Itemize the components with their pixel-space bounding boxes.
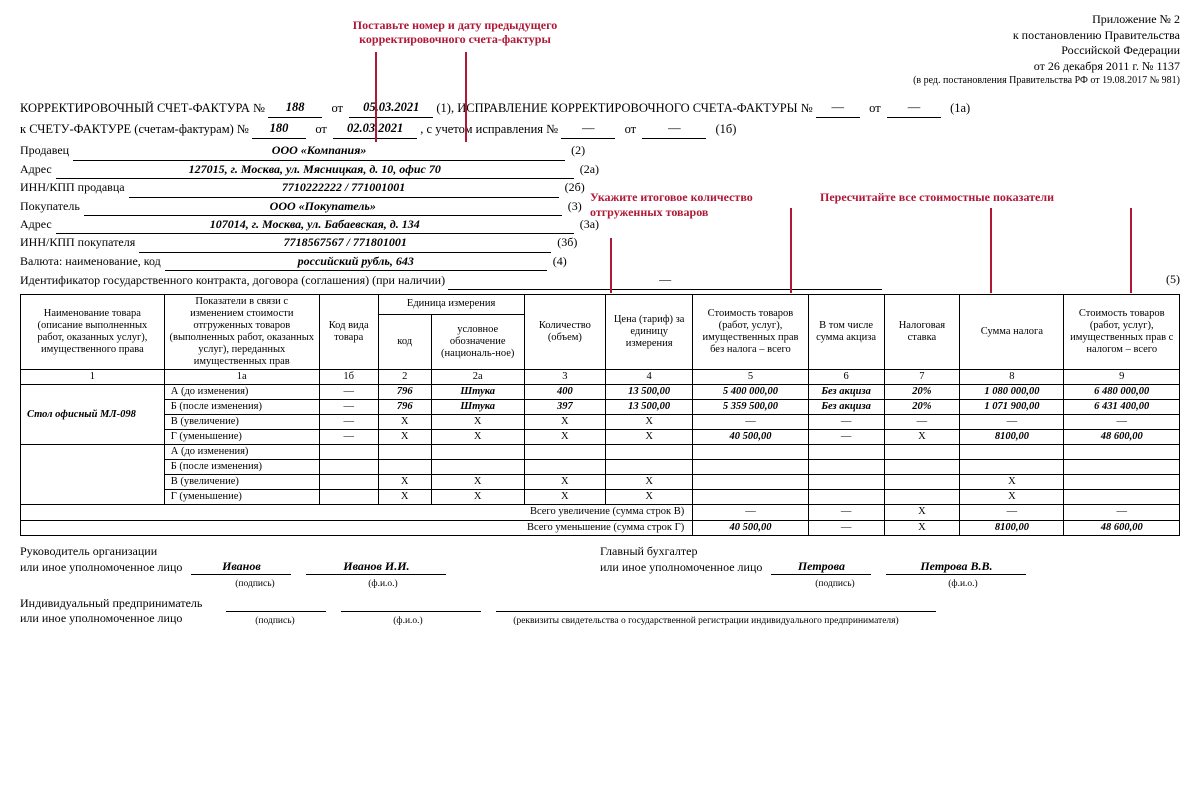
annot-vline-1 — [375, 52, 377, 142]
sig-l2b: или иное уполномоченное лицо — [600, 560, 762, 574]
main-table: Наименование товара (описание выполненны… — [20, 294, 1180, 536]
col-num: 9 — [1064, 369, 1180, 384]
sub-sign-3: (подпись) — [220, 616, 330, 626]
annot-vline-4 — [1130, 208, 1132, 293]
app-title: Приложение № 2 — [20, 12, 1180, 28]
col-num: 4 — [606, 369, 693, 384]
table-row: А (до изменения) — [21, 445, 1180, 460]
th-5: Стоимость товаров (работ, услуг), имущес… — [693, 294, 808, 369]
sub-sign-1: (подпись) — [205, 579, 305, 589]
regulation-header: Приложение № 2 к постановлению Правитель… — [20, 12, 1180, 87]
line2-blank1: — — [561, 118, 615, 139]
annotation-mid1: Укажите итоговое количество отгруженных … — [590, 190, 760, 219]
sig-l1b: или иное уполномоченное лицо — [20, 560, 182, 574]
app-sub1: к постановлению Правительства — [20, 28, 1180, 44]
th-1b: Код вида товара — [319, 294, 378, 369]
col-num: 1а — [164, 369, 319, 384]
sub-req: (реквизиты свидетельства о государственн… — [486, 616, 926, 626]
contract-code: (5) — [1166, 271, 1180, 288]
annot-vline-6 — [790, 208, 792, 293]
th-unit: Единица измерения — [378, 294, 524, 315]
suffix-1b: (1б) — [716, 122, 737, 136]
col-num: 1 — [21, 369, 165, 384]
title-b: (1), ИСПРАВЛЕНИЕ КОРРЕКТИРОВОЧНОГО СЧЕТА… — [436, 101, 812, 115]
party-block: ПродавецООО «Компания»(2)Адрес127015, г.… — [20, 142, 1180, 271]
sub-name-3: (ф.и.о.) — [333, 616, 483, 626]
annot-vline-3 — [610, 238, 612, 293]
line2-a: к СЧЕТУ-ФАКТУРЕ (счетам-фактурам) № — [20, 122, 249, 136]
annotation-top: Поставьте номер и дату предыдущего корре… — [320, 18, 590, 47]
table-total-row: Всего увеличение (сумма строк В)——X—— — [21, 505, 1180, 520]
doc-title-line-2: к СЧЕТУ-ФАКТУРЕ (счетам-фактурам) № 180 … — [20, 118, 1180, 139]
annotation-mid2: Пересчитайте все стоимостные показатели — [820, 190, 1150, 204]
sig-l3b: или иное уполномоченное лицо — [20, 611, 220, 626]
th-4: Цена (тариф) за единицу измерения — [606, 294, 693, 369]
line2-blank2: — — [642, 118, 706, 139]
table-row: В (увеличение)XXXXX — [21, 475, 1180, 490]
col-num: 7 — [884, 369, 960, 384]
party-row-1: Адрес127015, г. Москва, ул. Мясницкая, д… — [20, 161, 1180, 179]
th-1: Наименование товара (описание выполненны… — [21, 294, 165, 369]
title-a: КОРРЕКТИРОВОЧНЫЙ СЧЕТ-ФАКТУРА № — [20, 101, 265, 115]
contract-line: Идентификатор государственного контракта… — [20, 271, 1180, 289]
sig-name2: Петрова В.В. — [886, 559, 1026, 575]
signature-block: Руководитель организации или иное уполно… — [20, 544, 1180, 627]
item-name: Стол офисный МЛ-098 — [21, 384, 165, 444]
sig-name1: Иванов И.И. — [306, 559, 446, 575]
sub-sign-2: (подпись) — [785, 579, 885, 589]
sig-l2a: Главный бухгалтер — [600, 544, 1180, 559]
th-3: Количество (объем) — [524, 294, 605, 369]
doc-date: 05.03.2021 — [349, 97, 433, 118]
line2-b: , с учетом исправления № — [420, 122, 558, 136]
th-2: код — [378, 315, 431, 369]
table-row: В (увеличение)—XXXX————— — [21, 415, 1180, 430]
contract-label: Идентификатор государственного контракта… — [20, 273, 445, 287]
table-row: Стол офисный МЛ-098А (до изменения)—796Ш… — [21, 384, 1180, 399]
col-num: 3 — [524, 369, 605, 384]
app-sub4: (в ред. постановления Правительства РФ о… — [20, 74, 1180, 87]
sig-l1a: Руководитель организации — [20, 544, 600, 559]
doc-number: 188 — [268, 97, 322, 118]
app-sub3: от 26 декабря 2011 г. № 1137 — [20, 59, 1180, 75]
col-num: 5 — [693, 369, 808, 384]
sig-sign1: Иванов — [191, 559, 291, 575]
corr-date: — — [887, 97, 941, 118]
party-row-6: Валюта: наименование, кодроссийский рубл… — [20, 253, 1180, 271]
table-row: Г (уменьшение)—XXXX40 500,00—X8100,0048 … — [21, 430, 1180, 445]
party-row-0: ПродавецООО «Компания»(2) — [20, 142, 1180, 160]
sub-name-2: (ф.и.о.) — [888, 579, 1038, 589]
sub-name-1: (ф.и.о.) — [308, 579, 458, 589]
col-num: 8 — [960, 369, 1064, 384]
col-num: 2 — [378, 369, 431, 384]
table-row: Б (после изменения) — [21, 460, 1180, 475]
th-1a: Показатели в связи с изменением стоимост… — [164, 294, 319, 369]
th-7: Налоговая ставка — [884, 294, 960, 369]
th-8: Сумма налога — [960, 294, 1064, 369]
sig-sign2: Петрова — [771, 559, 871, 575]
doc-title-line-1: КОРРЕКТИРОВОЧНЫЙ СЧЕТ-ФАКТУРА № 188 от 0… — [20, 97, 1180, 118]
annot-vline-5 — [990, 208, 992, 293]
table-row: Г (уменьшение)XXXXX — [21, 490, 1180, 505]
table-row: Б (после изменения)—796Штука39713 500,00… — [21, 400, 1180, 415]
corr-num: — — [816, 97, 860, 118]
table-total-row: Всего уменьшение (сумма строк Г)40 500,0… — [21, 520, 1180, 535]
th-6: В том числе сумма акциза — [808, 294, 884, 369]
th-9: Стоимость товаров (работ, услуг), имущес… — [1064, 294, 1180, 369]
col-num: 6 — [808, 369, 884, 384]
col-num: 2а — [431, 369, 524, 384]
app-sub2: Российской Федерации — [20, 43, 1180, 59]
sig-l3a: Индивидуальный предприниматель — [20, 596, 220, 611]
annot-vline-2 — [465, 52, 467, 142]
document-root: Поставьте номер и дату предыдущего корре… — [20, 12, 1180, 627]
suffix-1a: (1а) — [950, 101, 970, 115]
party-row-5: ИНН/КПП покупателя7718567567 / 771801001… — [20, 234, 1180, 252]
th-2a: условное обозначение (националь-ное) — [431, 315, 524, 369]
ref-num: 180 — [252, 118, 306, 139]
col-num: 1б — [319, 369, 378, 384]
